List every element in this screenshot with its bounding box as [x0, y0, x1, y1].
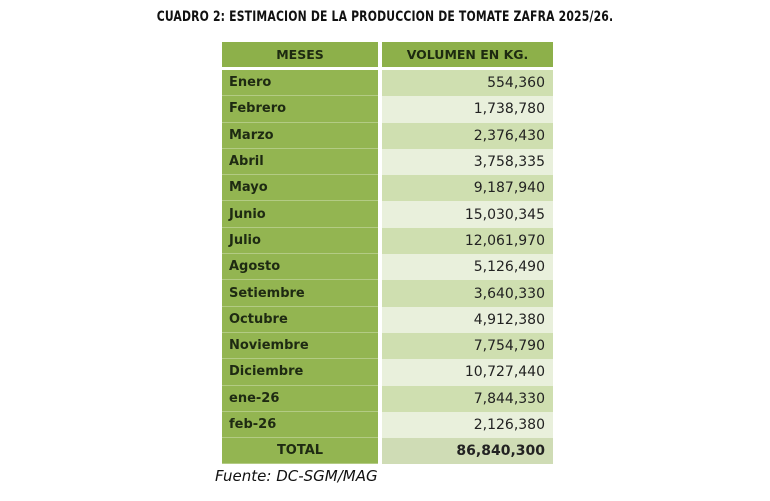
month-cell: Abril: [222, 148, 378, 176]
production-table: MESES VOLUMEN EN KG. Enero 554,360 Febrero…: [222, 42, 553, 465]
table-row: Diciembre 10,727,440: [222, 359, 553, 386]
volume-cell: 3,758,335: [382, 148, 553, 176]
volume-cell: 3,640,330: [382, 280, 553, 307]
total-label: TOTAL: [222, 438, 378, 465]
table-row: Noviembre 7,754,790: [222, 332, 553, 360]
volume-cell: 7,844,330: [382, 385, 553, 412]
table-header: MESES VOLUMEN EN KG.: [222, 42, 553, 67]
month-cell: Setiembre: [222, 280, 378, 307]
month-cell: ene-26: [222, 385, 378, 412]
month-cell: Febrero: [222, 96, 378, 123]
month-cell: feb-26: [222, 411, 378, 439]
volume-cell: 15,030,345: [382, 201, 553, 228]
month-cell: Julio: [222, 227, 378, 255]
table-row: Julio 12,061,970: [222, 227, 553, 255]
table-row: ene-26 7,844,330: [222, 385, 553, 412]
table-title: CUADRO 2: ESTIMACION DE LA PRODUCCION DE…: [156, 9, 614, 25]
volume-cell: 4,912,380: [382, 306, 553, 333]
table-row: Agosto 5,126,490: [222, 254, 553, 281]
volume-cell: 5,126,490: [382, 254, 553, 281]
volume-cell: 2,376,430: [382, 122, 553, 149]
header-months: MESES: [222, 42, 378, 67]
volume-cell: 10,727,440: [382, 359, 553, 386]
volume-cell: 1,738,780: [382, 96, 553, 123]
volume-cell: 2,126,380: [382, 411, 553, 439]
table-row: Mayo 9,187,940: [222, 175, 553, 202]
month-cell: Noviembre: [222, 332, 378, 360]
total-row: TOTAL 86,840,300: [222, 438, 553, 465]
table-row: Setiembre 3,640,330: [222, 280, 553, 307]
table-row: Febrero 1,738,780: [222, 96, 553, 123]
source-note: Fuente: DC-SGM/MAG: [215, 467, 378, 485]
header-volume: VOLUMEN EN KG.: [382, 42, 553, 67]
month-cell: Agosto: [222, 254, 378, 281]
month-cell: Enero: [222, 70, 378, 97]
table-row: feb-26 2,126,380: [222, 411, 553, 439]
table-row: Enero 554,360: [222, 70, 553, 97]
month-cell: Mayo: [222, 175, 378, 202]
volume-cell: 12,061,970: [382, 227, 553, 255]
volume-cell: 7,754,790: [382, 332, 553, 360]
month-cell: Octubre: [222, 306, 378, 333]
month-cell: Junio: [222, 201, 378, 228]
total-value: 86,840,300: [382, 438, 553, 465]
table-row: Octubre 4,912,380: [222, 306, 553, 333]
volume-cell: 9,187,940: [382, 175, 553, 202]
table-row: Marzo 2,376,430: [222, 122, 553, 149]
table-row: Abril 3,758,335: [222, 148, 553, 176]
month-cell: Marzo: [222, 122, 378, 149]
table-row: Junio 15,030,345: [222, 201, 553, 228]
volume-cell: 554,360: [382, 70, 553, 97]
month-cell: Diciembre: [222, 359, 378, 386]
